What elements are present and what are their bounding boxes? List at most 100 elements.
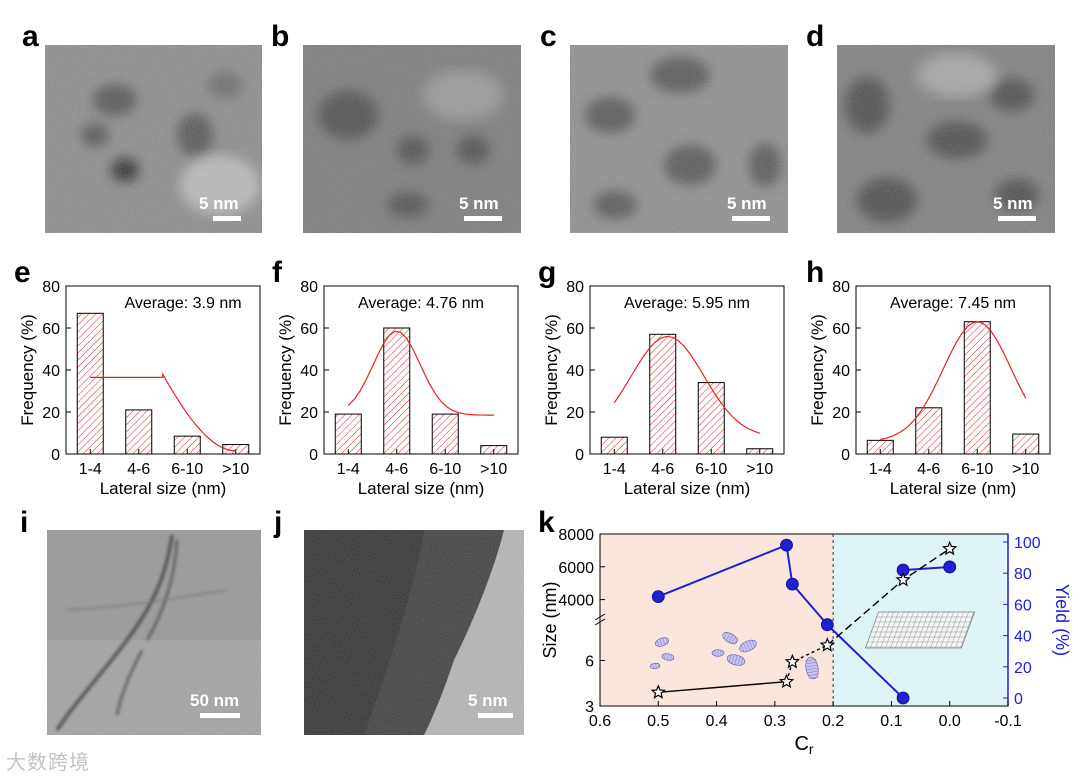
x-tick-label: 6-10 bbox=[961, 461, 993, 478]
axis-break bbox=[594, 618, 606, 626]
tem-image-b bbox=[303, 45, 521, 233]
y-axis-label: Frequency (%) bbox=[542, 314, 561, 425]
histogram-bar bbox=[963, 321, 991, 455]
flake-illustration-grid bbox=[751, 639, 756, 648]
y-tick-label: 40 bbox=[42, 363, 60, 380]
y-tick-label: 60 bbox=[42, 321, 60, 338]
flake-illustration-grid bbox=[808, 676, 820, 680]
histogram-bar bbox=[649, 333, 677, 455]
tem-image-d bbox=[837, 45, 1055, 233]
x-tick-label: >10 bbox=[746, 461, 773, 478]
y-tick-label: 0 bbox=[51, 447, 60, 464]
y-tick-label: 20 bbox=[42, 405, 60, 422]
y-tick-label: 80 bbox=[832, 279, 850, 296]
y-tick-label: 20 bbox=[300, 405, 318, 422]
x-tick-label: 1-4 bbox=[337, 461, 360, 478]
x-tick-label: 1-4 bbox=[603, 461, 626, 478]
y-tick-label: 60 bbox=[832, 321, 850, 338]
average-annotation: Average: 5.95 nm bbox=[624, 295, 750, 312]
flake-illustration-grid bbox=[659, 638, 663, 646]
y-tick-label: 40 bbox=[300, 363, 318, 380]
flake-illustration-grid bbox=[806, 664, 818, 668]
flake-illustration-grid bbox=[743, 643, 748, 652]
histogram-g: 0 20 40 60 80 1-4 4-6 6-10 >10 Average: 5.95 nm La… bbox=[542, 279, 785, 498]
fit-curve bbox=[347, 330, 494, 416]
flake-illustration-grid bbox=[723, 631, 728, 640]
flake-illustration-grid bbox=[807, 670, 819, 674]
size-point-star bbox=[784, 653, 801, 669]
panel-label-d: d bbox=[806, 20, 825, 53]
flake-illustration-grid bbox=[731, 654, 735, 664]
flake-illustration-body bbox=[649, 662, 661, 670]
yield-point bbox=[820, 618, 834, 632]
flake-illustration bbox=[726, 654, 746, 666]
panel-label-k: k bbox=[538, 506, 555, 539]
histogram-e: 0 20 40 60 80 1-4 4-6 6-10 >10 Average: 3.9 nm Lat… bbox=[18, 279, 261, 498]
yield-point bbox=[780, 538, 793, 552]
flake-illustration-body bbox=[722, 632, 738, 644]
fit-curve bbox=[613, 335, 760, 434]
y-axis-label-right: Yield (%) bbox=[1052, 584, 1072, 656]
y-tick-label-left: 6 bbox=[585, 653, 594, 670]
flake-illustration bbox=[649, 662, 661, 670]
panel-label-b: b bbox=[271, 20, 290, 53]
x-tick-label: 4-6 bbox=[127, 461, 150, 478]
flake-illustration-grid bbox=[737, 656, 741, 666]
region-left bbox=[600, 534, 834, 706]
histogram-bar bbox=[334, 413, 362, 455]
x-tick-label: 4-6 bbox=[917, 461, 940, 478]
x-axis-label: Lateral size (nm) bbox=[624, 479, 751, 498]
x-tick-label: 4-6 bbox=[385, 461, 408, 478]
watermark: 大数跨境 bbox=[6, 752, 90, 774]
average-annotation: Average: 3.9 nm bbox=[124, 295, 241, 312]
yield-point bbox=[785, 577, 799, 591]
x-tick-label: 6-10 bbox=[429, 461, 461, 478]
histogram-bar bbox=[76, 312, 104, 455]
x-tick-label: >10 bbox=[480, 461, 507, 478]
x-tick-label: 4-6 bbox=[651, 461, 674, 478]
x-tick-label: 1-4 bbox=[869, 461, 892, 478]
histogram-bar bbox=[383, 327, 411, 455]
x-tick-label: 0.0 bbox=[939, 713, 961, 730]
y-tick-label: 0 bbox=[575, 447, 584, 464]
x-tick-label: 6-10 bbox=[171, 461, 203, 478]
scalebar-label-d: 5 nm bbox=[993, 194, 1033, 213]
flake-illustration-grid bbox=[731, 636, 736, 644]
y-tick-label: 40 bbox=[832, 363, 850, 380]
panel-label-c: c bbox=[540, 20, 557, 53]
flake-illustration-grid bbox=[733, 637, 739, 646]
x-axis-label-subscript: r bbox=[809, 741, 814, 757]
scalebar-label-b: 5 nm bbox=[459, 194, 499, 213]
size-point-star bbox=[778, 673, 795, 689]
y-tick-label: 40 bbox=[566, 363, 584, 380]
histogram-bar bbox=[697, 382, 725, 455]
flake-illustration bbox=[661, 653, 675, 661]
histogram-bar bbox=[125, 409, 153, 455]
histogram-f: 0 20 40 60 80 1-4 4-6 6-10 >10 Average: 4.76 nm La… bbox=[276, 279, 519, 498]
yield-series-line bbox=[903, 565, 950, 572]
flake-illustration-grid bbox=[748, 640, 753, 649]
size-point-star bbox=[942, 540, 958, 556]
y-axis-label: Frequency (%) bbox=[18, 314, 37, 425]
scalebar-i bbox=[200, 713, 240, 718]
flake-illustration bbox=[805, 656, 820, 680]
panel-label-g: g bbox=[538, 256, 557, 289]
y-tick-label: 20 bbox=[832, 405, 850, 422]
panel-label-i: i bbox=[20, 506, 29, 539]
yield-point bbox=[651, 590, 665, 603]
y-tick-label: 80 bbox=[42, 279, 60, 296]
y-tick-label: 20 bbox=[566, 405, 584, 422]
flake-illustration-grid bbox=[726, 633, 731, 641]
x-tick-label: 0.2 bbox=[822, 713, 844, 730]
flake-illustration-grid bbox=[734, 655, 738, 665]
x-tick-label: 1-4 bbox=[79, 461, 102, 478]
panel-label-e: e bbox=[14, 256, 31, 289]
flake-illustration bbox=[722, 631, 739, 646]
x-axis-label: Lateral size (nm) bbox=[358, 479, 485, 498]
y-tick-label-left: 3 bbox=[585, 699, 594, 716]
y-axis-label-left: Size (nm) bbox=[540, 581, 560, 658]
tem-image-a bbox=[45, 45, 262, 233]
scalebar-b bbox=[464, 216, 502, 221]
panel-label-j: j bbox=[274, 506, 283, 539]
